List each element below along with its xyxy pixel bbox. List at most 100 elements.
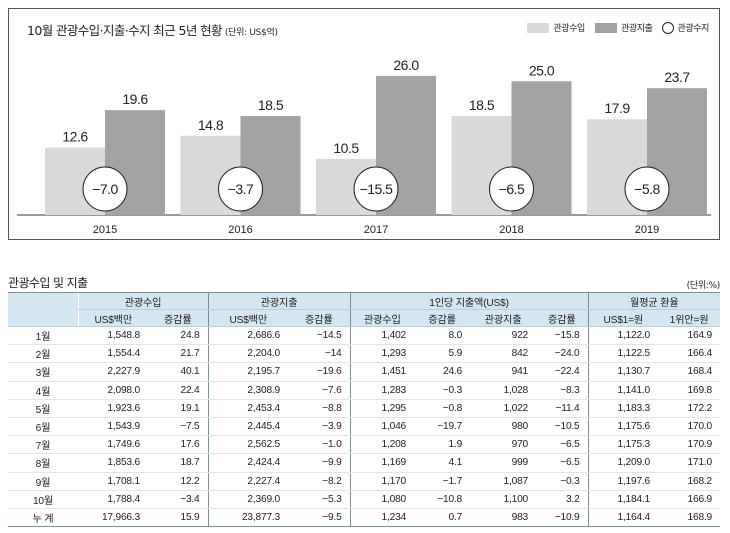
table-cell: 4.1 (414, 453, 471, 473)
data-label-income: 18.5 (469, 97, 495, 113)
row-label: 2월 (8, 344, 78, 364)
table-cell: 1,283 (349, 381, 415, 400)
table-cell: −6.5 (536, 453, 589, 473)
table-row: 9월 1,708.1 12.2 2,227.4 −8.2 1,170 −1.7 1,087 −0… (8, 472, 721, 491)
table-cell: 922 (470, 326, 537, 346)
table-cell: 1,046 (349, 417, 415, 437)
subheader: 증감률 (288, 309, 351, 327)
table-cell: 5.9 (414, 344, 471, 364)
table-cell: 842 (470, 344, 537, 364)
data-label-income: 17.9 (604, 100, 630, 116)
data-label-expense: 26.0 (393, 57, 419, 73)
table-cell: −7.6 (288, 381, 351, 400)
table-row: 5월 1,923.6 19.1 2,453.4 −8.8 1,295 −0.8 1,022 −1… (8, 399, 721, 418)
table-cell: 1,708.1 (78, 472, 148, 491)
table-cell: −3.4 (148, 490, 209, 509)
header-corner (8, 292, 78, 327)
table-cell: 1,923.6 (78, 399, 148, 418)
table-cell: 1,087 (470, 472, 537, 491)
table-cell: 1,209.0 (587, 453, 659, 473)
x-tick-label: 2019 (635, 224, 659, 236)
table-cell: −1.0 (288, 435, 351, 455)
tourism-table: 관광수입 관광지출 1인당 지출액(US$) 월평균 환율 US$백만 증감률 … (8, 292, 721, 528)
balance-circle (353, 166, 399, 212)
table-cell: 166.9 (658, 490, 721, 509)
table-row: 3월 2,227.9 40.1 2,195.7 −19.6 1,451 24.6 941 −22… (8, 362, 721, 382)
table-cell: 24.6 (414, 362, 471, 382)
table-cell: −15.8 (536, 326, 589, 346)
legend-label-balance: 관광수지 (677, 24, 709, 34)
table-row: 6월 1,543.9 −7.5 2,445.4 −3.9 1,046 −19.7 980 −10… (8, 417, 721, 437)
table-cell: 1,402 (349, 326, 415, 346)
data-label-expense: 25.0 (529, 62, 555, 78)
table-cell: 1,164.4 (587, 508, 659, 528)
table-cell: 1,183.3 (587, 399, 659, 418)
legend-circle-balance (662, 21, 675, 34)
table-cell: −3.9 (288, 417, 351, 437)
table-cell: 2,686.6 (207, 326, 289, 346)
table-cell: 22.4 (148, 381, 209, 400)
balance-circle (218, 166, 263, 212)
table-cell: 3.2 (536, 490, 589, 509)
subheader: 관광수입 (349, 309, 415, 327)
table-cell: 12.2 (148, 472, 209, 491)
x-tick-label: 2017 (364, 224, 388, 236)
header-income: 관광수입 (77, 292, 209, 310)
subheader: US$1=원 (587, 309, 659, 327)
table-cell: −6.5 (536, 435, 589, 455)
table-cell: 18.7 (148, 453, 209, 473)
table-cell: 980 (470, 417, 537, 437)
subheader: US$백만 (77, 309, 148, 327)
balance-label: −7.0 (92, 181, 118, 197)
table-row: 8월 1,853.6 18.7 2,424.4 −9.9 1,169 4.1 999 −6.5 1… (8, 453, 721, 473)
table-group-header: 관광수입 관광지출 1인당 지출액(US$) 월평균 환율 (8, 292, 721, 327)
chart-legend: 관광수입 관광지출 관광수지 (517, 21, 709, 34)
table-cell: −14.5 (288, 326, 351, 346)
table-cell: −10.8 (414, 490, 471, 509)
table-cell: −22.4 (536, 362, 589, 382)
row-label: 10월 (8, 490, 78, 509)
table-row: 4월 2,098.0 22.4 2,308.9 −7.6 1,283 −0.3 1,028 −8… (8, 381, 721, 400)
table-cell: −0.3 (536, 472, 589, 491)
table-cell: 1,451 (349, 362, 415, 382)
table-cell: 2,308.9 (207, 381, 289, 400)
table-cell: −9.5 (288, 508, 351, 528)
table-cell: 2,424.4 (207, 453, 289, 473)
table-cell: 1,141.0 (587, 381, 659, 400)
balance-circle (82, 166, 128, 212)
table-cell: 1,184.1 (587, 490, 659, 509)
table-cell: 2,453.4 (207, 399, 289, 418)
table-cell: 19.1 (148, 399, 209, 418)
row-label: 5월 (8, 399, 78, 418)
balance-circle (624, 166, 670, 212)
legend-label-expense: 관광지출 (620, 24, 653, 34)
table-row: 7월 1,749.6 17.6 2,562.5 −1.0 1,208 1.9 970 −6.5 1… (8, 435, 721, 455)
data-label-income: 14.8 (198, 117, 224, 133)
table-cell: −24.0 (536, 344, 589, 364)
table-cell: 999 (470, 453, 537, 473)
table-cell: 170.0 (658, 417, 721, 437)
table-cell: −0.8 (414, 399, 471, 418)
table-cell: 168.4 (658, 362, 721, 382)
table-cell: −8.8 (288, 399, 351, 418)
table-cell: 17,966.3 (78, 508, 148, 528)
table-cell: 172.2 (658, 399, 721, 418)
chart-unit: (단위: US$억) (224, 28, 278, 38)
table-cell: 1,175.6 (587, 417, 659, 437)
table-cell: 2,562.5 (207, 435, 289, 455)
row-label: 6월 (8, 417, 78, 437)
table-cell: 1,234 (349, 508, 415, 528)
subheader: US$백만 (207, 309, 289, 327)
table-cell: 2,195.7 (207, 362, 289, 382)
table-cell: 1,548.8 (78, 326, 148, 346)
balance-label: −15.5 (360, 181, 394, 197)
table-cell: −11.4 (536, 399, 589, 418)
table-cell: 1,749.6 (78, 435, 148, 455)
table-cell: −19.7 (414, 417, 471, 437)
subheader: 1위안=원 (658, 309, 721, 327)
table-cell: −5.3 (288, 490, 351, 509)
table-row: 2월 1,554.4 21.7 2,204.0 −14 1,293 5.9 842 −24.0 1… (8, 344, 721, 364)
table-cell: −10.9 (536, 508, 589, 528)
chart-panel: 10월 관광수입·지출·수지 최근 5년 현황 (단위: US$억) 관광수입 관… (8, 8, 720, 240)
table-title: 관광수입 및 지출 (8, 276, 88, 290)
